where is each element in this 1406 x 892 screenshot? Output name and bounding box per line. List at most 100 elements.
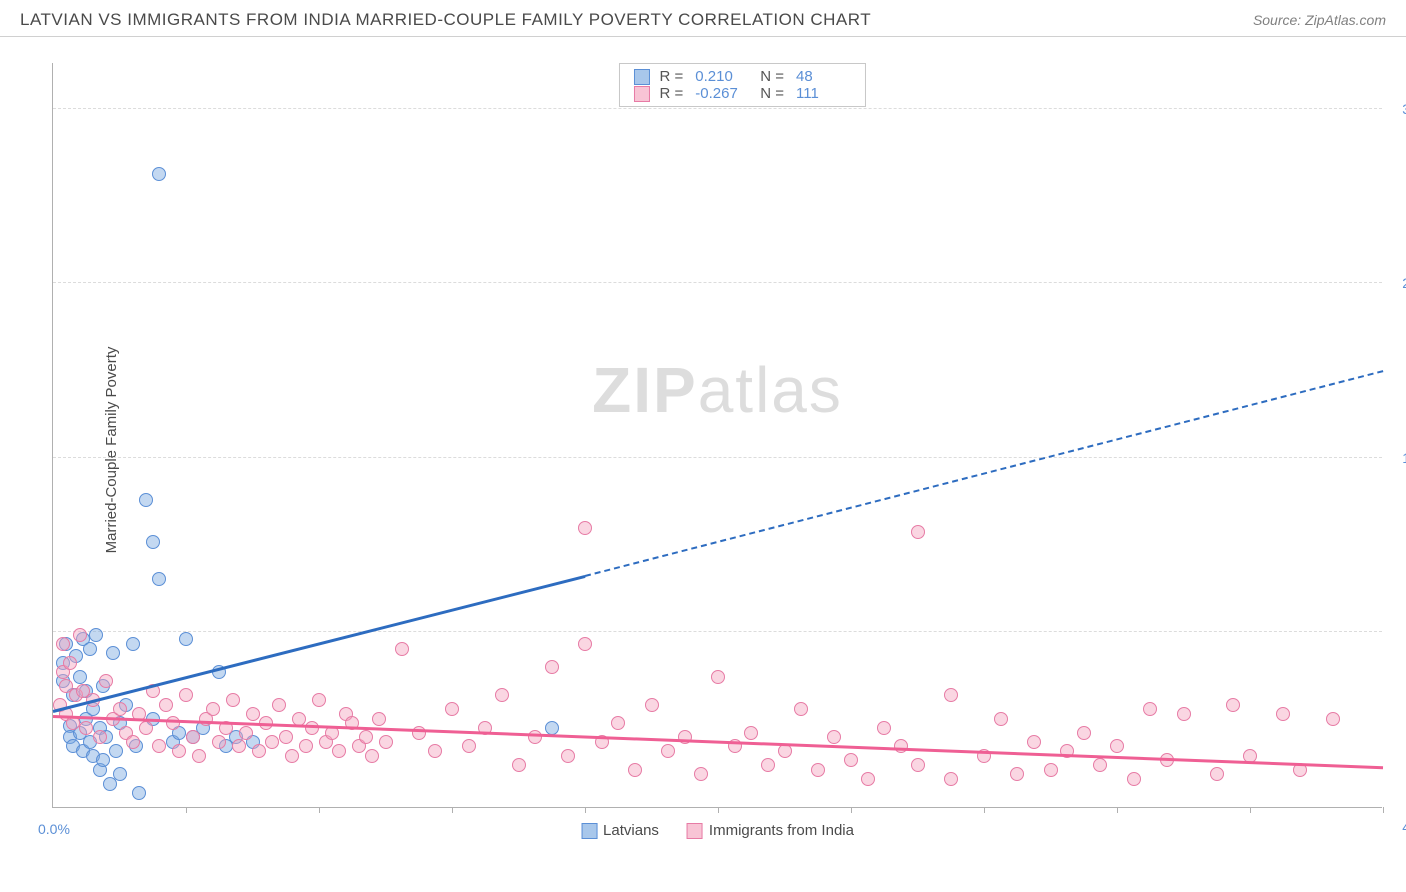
series-legend: Latvians Immigrants from India bbox=[581, 822, 854, 839]
data-point-pink bbox=[944, 688, 958, 702]
data-point-pink bbox=[63, 656, 77, 670]
watermark: ZIPatlas bbox=[592, 353, 843, 427]
data-point-pink bbox=[827, 730, 841, 744]
data-point-pink bbox=[628, 763, 642, 777]
data-point-pink bbox=[113, 702, 127, 716]
data-point-blue bbox=[96, 753, 110, 767]
data-point-pink bbox=[332, 744, 346, 758]
data-point-blue bbox=[179, 632, 193, 646]
data-point-pink bbox=[1127, 772, 1141, 786]
watermark-zip: ZIP bbox=[592, 354, 698, 426]
data-point-pink bbox=[811, 763, 825, 777]
chart-source: Source: ZipAtlas.com bbox=[1253, 12, 1386, 28]
data-point-pink bbox=[285, 749, 299, 763]
data-point-pink bbox=[445, 702, 459, 716]
data-point-pink bbox=[159, 698, 173, 712]
x-tick bbox=[1250, 807, 1251, 813]
data-point-pink bbox=[1326, 712, 1340, 726]
data-point-blue bbox=[545, 721, 559, 735]
swatch-blue-icon bbox=[633, 69, 649, 85]
data-point-pink bbox=[1177, 707, 1191, 721]
x-tick bbox=[585, 807, 586, 813]
data-point-blue bbox=[89, 628, 103, 642]
chart-title: LATVIAN VS IMMIGRANTS FROM INDIA MARRIED… bbox=[20, 10, 871, 30]
x-tick bbox=[1383, 807, 1384, 813]
data-point-pink bbox=[428, 744, 442, 758]
data-point-pink bbox=[206, 702, 220, 716]
source-link[interactable]: ZipAtlas.com bbox=[1305, 12, 1386, 28]
swatch-pink-icon bbox=[687, 823, 703, 839]
data-point-pink bbox=[99, 674, 113, 688]
data-point-blue bbox=[132, 786, 146, 800]
data-point-pink bbox=[462, 739, 476, 753]
data-point-blue bbox=[126, 637, 140, 651]
data-point-pink bbox=[166, 716, 180, 730]
gridline-h bbox=[53, 631, 1382, 632]
data-point-pink bbox=[877, 721, 891, 735]
data-point-pink bbox=[93, 730, 107, 744]
data-point-pink bbox=[232, 739, 246, 753]
gridline-h bbox=[53, 457, 1382, 458]
data-point-pink bbox=[279, 730, 293, 744]
y-tick-label: 30.0% bbox=[1387, 101, 1406, 117]
data-point-pink bbox=[139, 721, 153, 735]
x-tick bbox=[851, 807, 852, 813]
data-point-pink bbox=[1276, 707, 1290, 721]
n-label: N = bbox=[760, 68, 784, 85]
legend-label-pink: Immigrants from India bbox=[709, 822, 854, 839]
legend-item-blue: Latvians bbox=[581, 822, 659, 839]
x-tick bbox=[186, 807, 187, 813]
data-point-pink bbox=[79, 721, 93, 735]
watermark-atlas: atlas bbox=[698, 354, 843, 426]
data-point-pink bbox=[1010, 767, 1024, 781]
data-point-pink bbox=[911, 758, 925, 772]
y-tick-label: 15.0% bbox=[1387, 450, 1406, 466]
data-point-pink bbox=[359, 730, 373, 744]
r-value-blue: 0.210 bbox=[695, 68, 750, 85]
data-point-pink bbox=[395, 642, 409, 656]
swatch-blue-icon bbox=[581, 823, 597, 839]
data-point-pink bbox=[192, 749, 206, 763]
source-prefix: Source: bbox=[1253, 12, 1305, 28]
data-point-pink bbox=[272, 698, 286, 712]
data-point-pink bbox=[944, 772, 958, 786]
data-point-pink bbox=[299, 739, 313, 753]
data-point-pink bbox=[761, 758, 775, 772]
data-point-pink bbox=[1210, 767, 1224, 781]
data-point-blue bbox=[152, 572, 166, 586]
data-point-pink bbox=[645, 698, 659, 712]
data-point-pink bbox=[179, 688, 193, 702]
r-value-pink: -0.267 bbox=[695, 85, 750, 102]
data-point-blue bbox=[152, 167, 166, 181]
data-point-pink bbox=[844, 753, 858, 767]
data-point-blue bbox=[73, 670, 87, 684]
n-value-pink: 111 bbox=[796, 85, 851, 102]
data-point-pink bbox=[911, 525, 925, 539]
data-point-blue bbox=[139, 493, 153, 507]
data-point-pink bbox=[379, 735, 393, 749]
data-point-pink bbox=[1093, 758, 1107, 772]
x-tick bbox=[984, 807, 985, 813]
r-label: R = bbox=[659, 68, 683, 85]
x-tick bbox=[319, 807, 320, 813]
data-point-pink bbox=[545, 660, 559, 674]
data-point-pink bbox=[994, 712, 1008, 726]
data-point-pink bbox=[372, 712, 386, 726]
scatter-plot: ZIPatlas R = 0.210 N = 48 R = -0.267 N =… bbox=[52, 63, 1382, 808]
y-tick-label: 7.5% bbox=[1387, 624, 1406, 640]
x-tick bbox=[452, 807, 453, 813]
data-point-pink bbox=[239, 726, 253, 740]
stats-legend: R = 0.210 N = 48 R = -0.267 N = 111 bbox=[618, 63, 866, 107]
data-point-pink bbox=[794, 702, 808, 716]
y-tick-label: 22.5% bbox=[1387, 275, 1406, 291]
stats-row-blue: R = 0.210 N = 48 bbox=[633, 68, 851, 85]
data-point-pink bbox=[512, 758, 526, 772]
data-point-pink bbox=[1110, 739, 1124, 753]
data-point-pink bbox=[252, 744, 266, 758]
data-point-pink bbox=[212, 735, 226, 749]
x-max-label: 40.0% bbox=[1387, 819, 1406, 835]
x-tick bbox=[718, 807, 719, 813]
data-point-pink bbox=[578, 637, 592, 651]
chart-area: Married-Couple Family Poverty ZIPatlas R… bbox=[0, 45, 1406, 855]
data-point-blue bbox=[83, 642, 97, 656]
